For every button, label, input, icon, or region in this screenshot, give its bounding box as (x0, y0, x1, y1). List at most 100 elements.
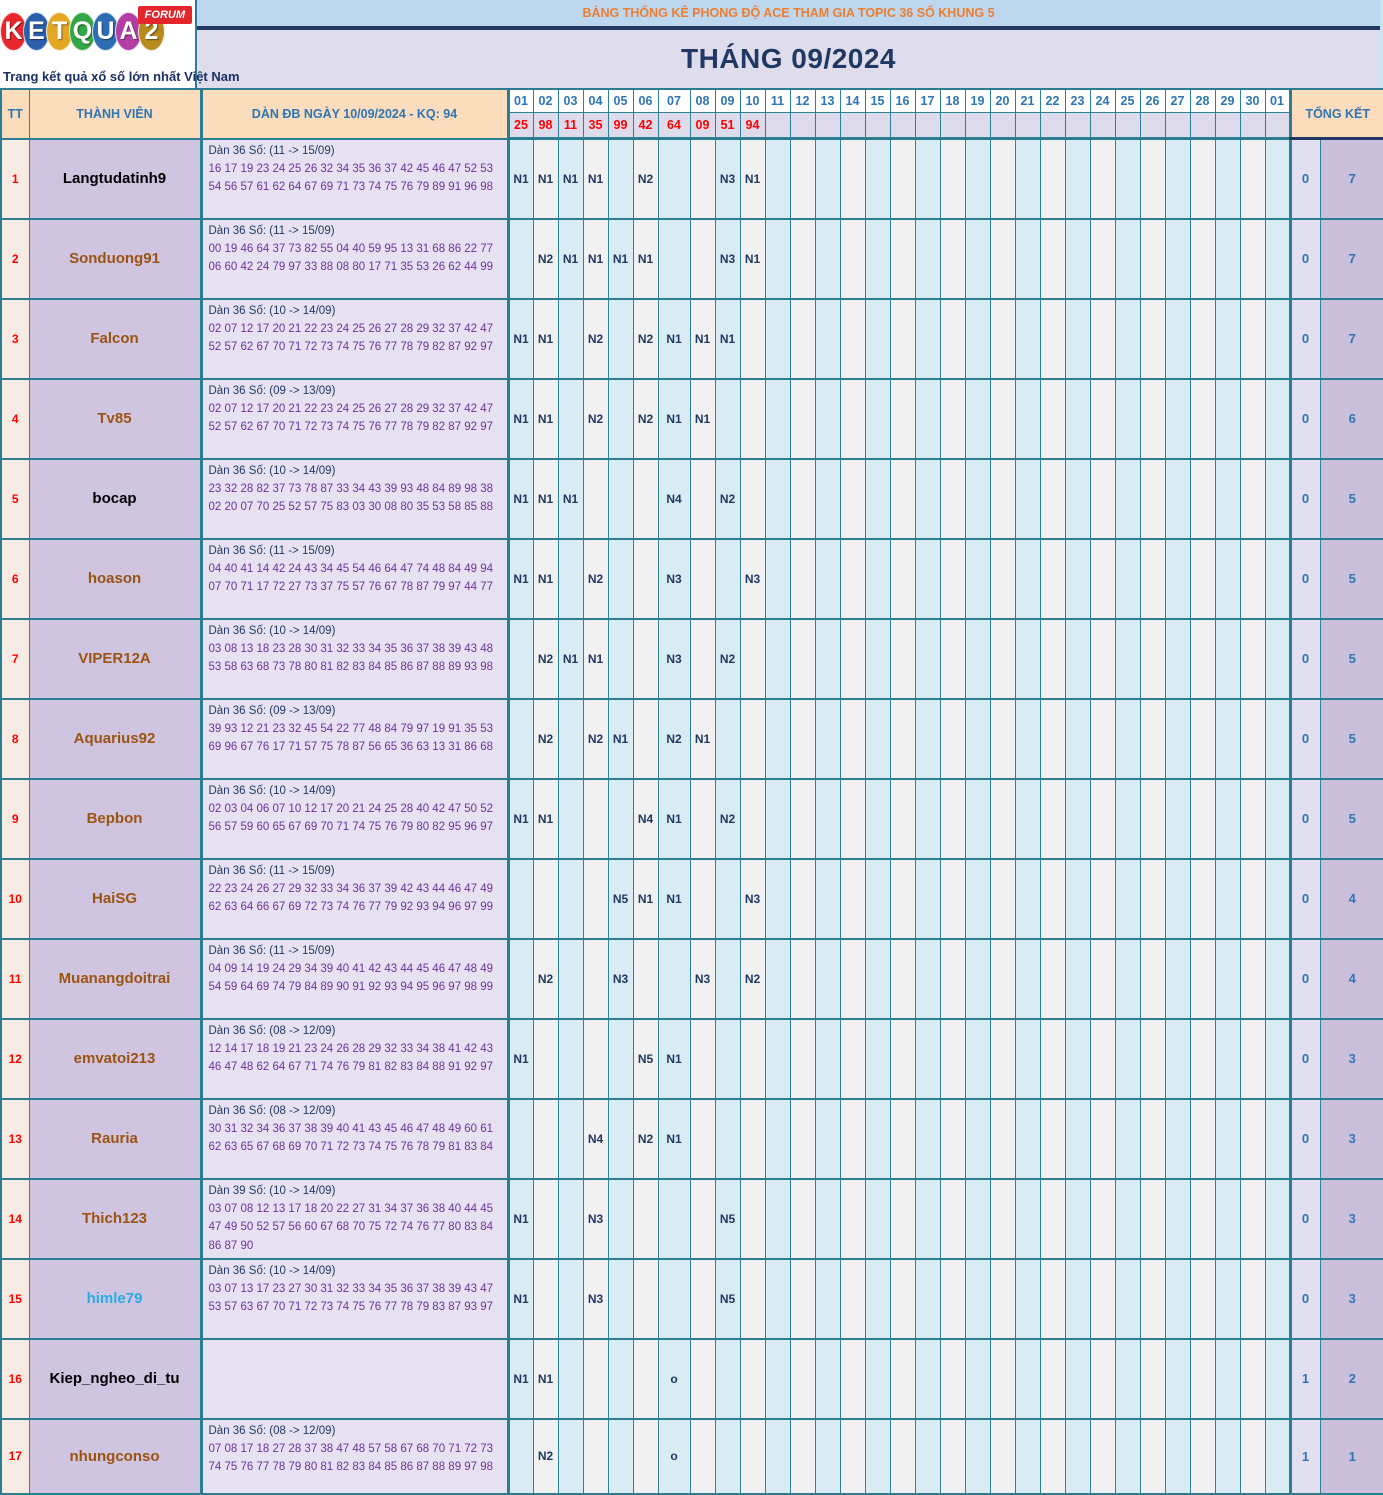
mark-cell (1189, 217, 1216, 299)
mark-cell (1164, 137, 1191, 219)
mark-cell: N2 (532, 937, 559, 1019)
mark-cell (814, 857, 841, 939)
col-header-total: TỔNG KẾT (1288, 88, 1383, 140)
total-hit-cell: 0 (1288, 1097, 1321, 1179)
table-row: 12 emvatoi213 Dàn 36 Số: (08 -> 12/09) 12 1… (0, 1017, 1383, 1099)
mark-cell (1139, 1257, 1166, 1339)
mark-cell (1089, 1097, 1116, 1179)
mark-cell (1139, 457, 1166, 539)
day-column-header: 27 (1164, 88, 1191, 113)
mark-cell (1164, 777, 1191, 859)
mark-cell (1139, 697, 1166, 779)
mark-cell (914, 1417, 941, 1494)
total-score-cell: 5 (1319, 777, 1383, 859)
mark-cell (1139, 217, 1166, 299)
mark-cell (1064, 777, 1091, 859)
table-row: 13 Rauria Dàn 36 Số: (08 -> 12/09) 30 31 32… (0, 1097, 1383, 1179)
mark-cell (764, 937, 791, 1019)
mark-cell (964, 457, 991, 539)
mark-cell (964, 537, 991, 619)
mark-cell (864, 1337, 891, 1419)
mark-cell (839, 217, 866, 299)
mark-cell (1239, 137, 1266, 219)
tt-cell: 14 (0, 1177, 30, 1259)
logo-tagline: Trang kết quả xổ số lớn nhất Việt Nam (3, 69, 240, 84)
mark-cell (1014, 617, 1041, 699)
mark-cell: N1 (689, 377, 716, 459)
mark-cell: N1 (507, 1337, 534, 1419)
tt-cell: 10 (0, 857, 30, 939)
mark-cell (1039, 1257, 1066, 1339)
dan-range-label: Dàn 39 Số: (10 -> 14/09) (208, 1184, 336, 1197)
total-score-cell: 3 (1319, 1257, 1383, 1339)
mark-cell (814, 1017, 841, 1099)
mark-cell (1264, 617, 1291, 699)
mark-cell (789, 297, 816, 379)
mark-cell (607, 1257, 634, 1339)
dan-numbers: 16 17 19 23 24 25 26 32 34 35 36 37 42 4… (208, 162, 494, 194)
mark-cell (714, 1017, 741, 1099)
mark-cell (789, 1097, 816, 1179)
dan-cell: Dàn 36 Số: (10 -> 14/09) 03 07 13 17 23 2… (199, 1257, 510, 1339)
mark-cell (989, 857, 1016, 939)
mark-cell (1089, 457, 1116, 539)
mark-cell (1139, 1177, 1166, 1259)
mark-cell (914, 1257, 941, 1339)
mark-cell (1064, 377, 1091, 459)
total-hit-cell: 0 (1288, 1257, 1321, 1339)
mark-cell (764, 217, 791, 299)
mark-cell (582, 457, 609, 539)
dan-numbers: 39 93 12 21 23 32 45 54 22 77 48 84 79 9… (208, 722, 494, 754)
mark-cell (839, 777, 866, 859)
mark-cell (939, 1097, 966, 1179)
mark-cell (532, 1097, 559, 1179)
table-row: 8 Aquarius92 Dàn 36 Số: (09 -> 13/09) 39 93… (0, 697, 1383, 779)
table-row: 11 Muanangdoitrai Dàn 36 Số: (11 -> 15/09)… (0, 937, 1383, 1019)
mark-cell (939, 137, 966, 219)
mark-cell (1239, 217, 1266, 299)
mark-cell (989, 297, 1016, 379)
dan-cell: Dàn 36 Số: (10 -> 14/09) 23 32 28 82 37 7… (199, 457, 510, 539)
mark-cell (714, 1097, 741, 1179)
mark-cell (964, 937, 991, 1019)
mark-cell (864, 1097, 891, 1179)
mark-cell (557, 1337, 584, 1419)
mark-cell (1164, 537, 1191, 619)
table-row: 4 Tv85 Dàn 36 Số: (09 -> 13/09) 02 07 12 17… (0, 377, 1383, 459)
mark-cell (889, 377, 916, 459)
mark-cell (764, 537, 791, 619)
mark-cell (889, 457, 916, 539)
result-cell: 51 (714, 112, 741, 140)
stats-table: TT THÀNH VIÊN DÀN ĐB NGÀY 10/09/2024 - KQ:… (0, 88, 1383, 1495)
mark-cell (839, 377, 866, 459)
mark-cell (789, 777, 816, 859)
result-cell (864, 112, 891, 140)
mark-cell: N3 (739, 537, 766, 619)
mark-cell (557, 697, 584, 779)
mark-cell: N1 (532, 377, 559, 459)
mark-cell: N4 (632, 777, 659, 859)
day-column-header: 24 (1089, 88, 1116, 113)
dan-cell: Dàn 36 Số: (08 -> 12/09) 07 08 17 18 27 2… (199, 1417, 510, 1494)
mark-cell (864, 217, 891, 299)
mark-cell (764, 1417, 791, 1494)
mark-cell (1239, 1097, 1266, 1179)
total-hit-cell: 0 (1288, 137, 1321, 219)
mark-cell (1114, 1097, 1141, 1179)
mark-cell (939, 697, 966, 779)
mark-cell (1114, 217, 1141, 299)
total-hit-cell: 0 (1288, 617, 1321, 699)
total-score-cell: 5 (1319, 537, 1383, 619)
mark-cell (632, 1177, 659, 1259)
dan-numbers: 02 03 04 06 07 10 12 17 20 21 24 25 28 4… (208, 802, 494, 834)
mark-cell (889, 217, 916, 299)
mark-cell (1164, 857, 1191, 939)
mark-cell: N1 (657, 1017, 691, 1099)
day-column-header: 29 (1214, 88, 1241, 113)
day-column-header: 19 (964, 88, 991, 113)
mark-cell (1114, 1177, 1141, 1259)
mark-cell: N1 (532, 777, 559, 859)
mark-cell (764, 857, 791, 939)
total-score-cell: 5 (1319, 697, 1383, 779)
day-column-header: 05 (607, 88, 634, 113)
